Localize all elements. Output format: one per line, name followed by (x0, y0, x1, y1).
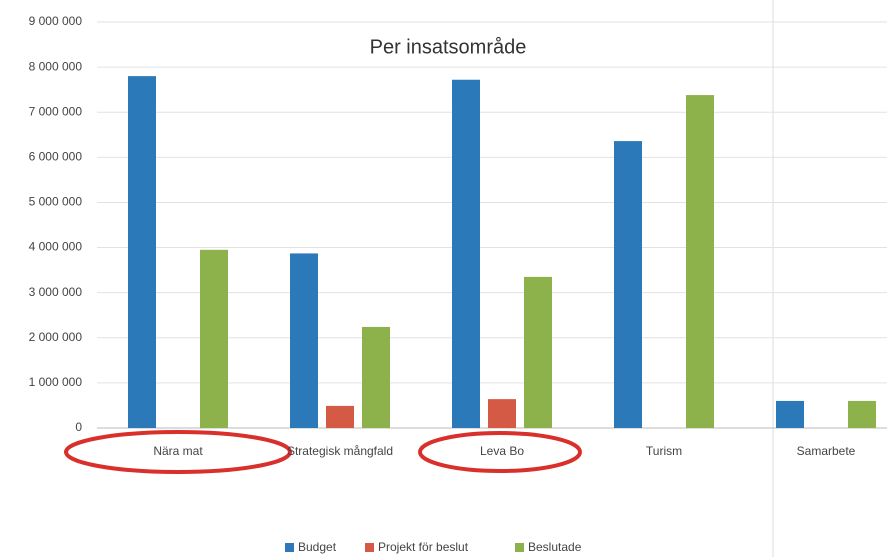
x-tick-label: Nära mat (153, 444, 203, 458)
x-tick-label: Leva Bo (480, 444, 524, 458)
y-tick-label: 8 000 000 (29, 59, 83, 73)
bar (776, 400, 804, 428)
legend-swatch (285, 543, 294, 552)
y-tick-label: 1 000 000 (29, 375, 83, 389)
y-tick-label: 3 000 000 (29, 285, 83, 299)
legend-label: Budget (298, 540, 337, 554)
y-tick-label: 9 000 000 (29, 14, 83, 28)
y-tick-label: 6 000 000 (29, 150, 83, 164)
bar (290, 253, 318, 428)
x-tick-label: Strategisk mångfald (287, 444, 393, 458)
x-tick-label: Samarbete (797, 444, 856, 458)
legend-swatch (515, 543, 524, 552)
y-tick-label: 7 000 000 (29, 104, 83, 118)
bar (452, 79, 480, 429)
y-tick-label: 2 000 000 (29, 330, 83, 344)
bar (686, 95, 714, 428)
legend-label: Projekt för beslut (378, 540, 469, 554)
bar (326, 405, 354, 428)
bar (200, 249, 228, 428)
legend-label: Beslutade (528, 540, 582, 554)
y-tick-label: 0 (75, 420, 82, 434)
highlight-ellipse (418, 431, 582, 473)
bar (488, 399, 516, 428)
legend-swatch (365, 543, 374, 552)
y-tick-label: 4 000 000 (29, 240, 83, 254)
y-tick-label: 5 000 000 (29, 195, 83, 209)
bar (362, 326, 390, 428)
highlight-ellipse (64, 430, 292, 474)
bar (614, 141, 642, 429)
x-tick-label: Turism (646, 444, 682, 458)
bar (524, 276, 552, 428)
bar (848, 400, 876, 428)
bar (128, 76, 156, 428)
chart-title: Per insatsområde (370, 36, 527, 58)
